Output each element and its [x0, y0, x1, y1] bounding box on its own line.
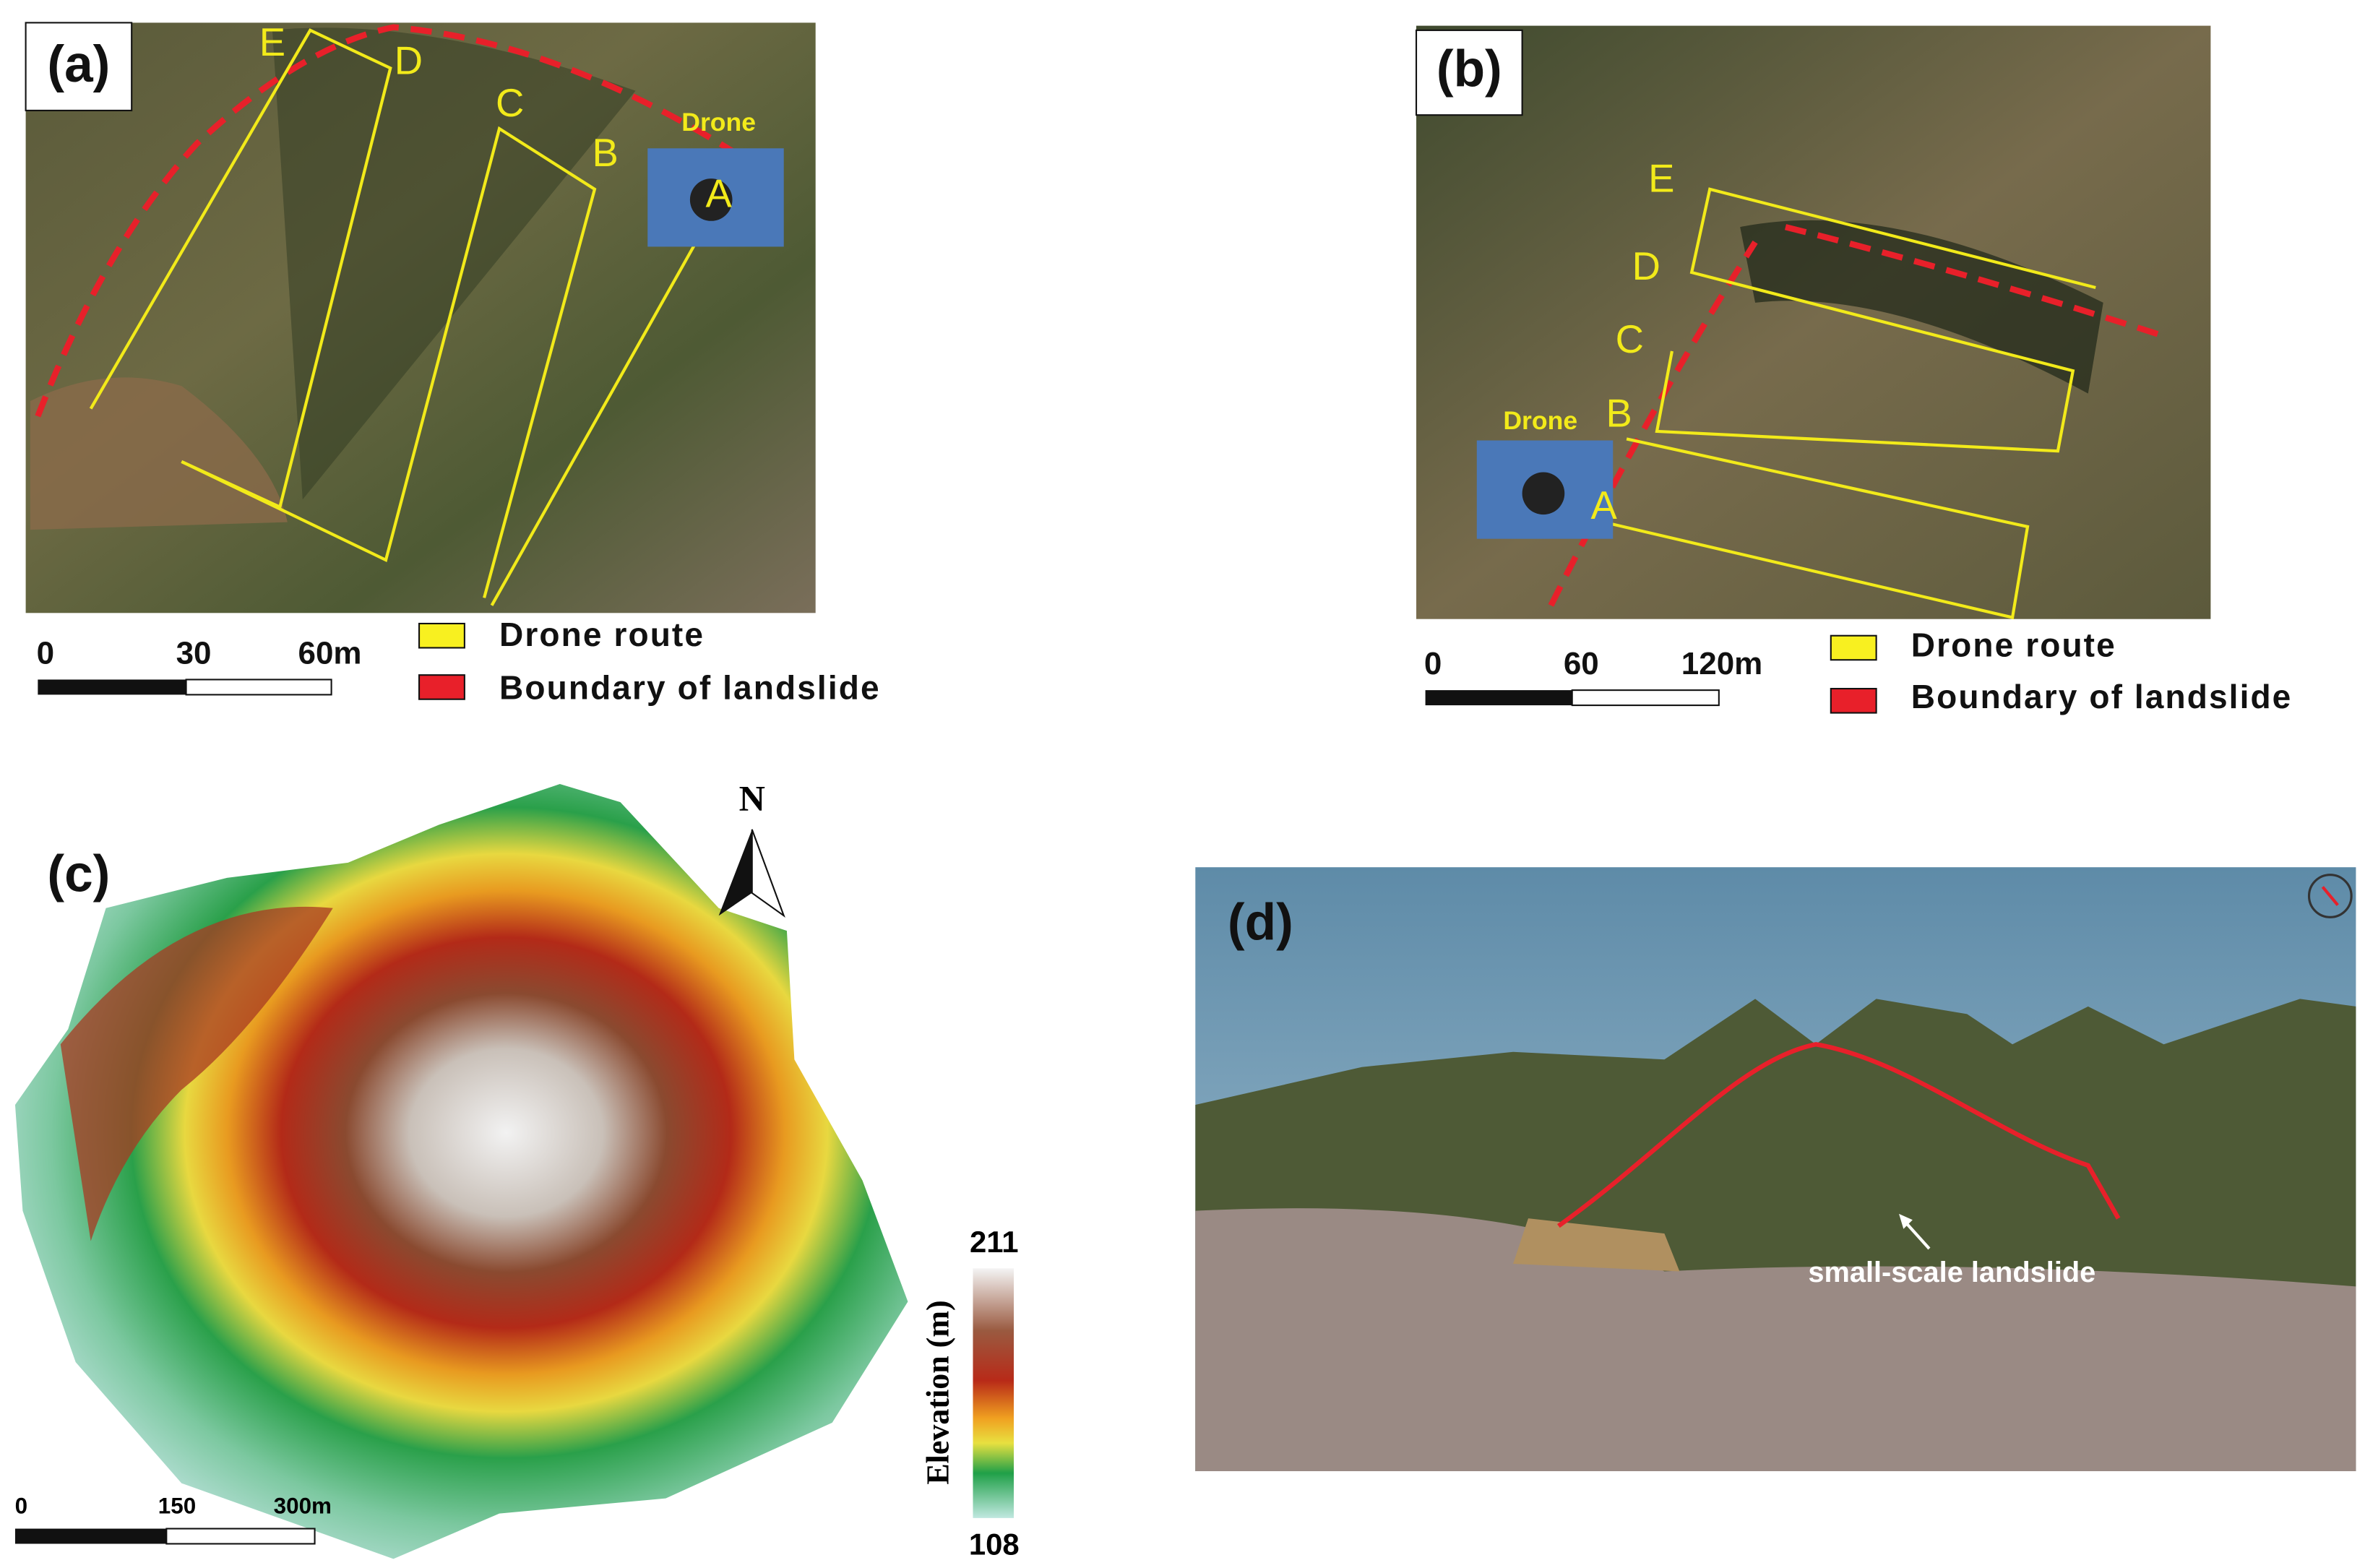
drone-route — [1603, 437, 2030, 620]
north-label: N — [739, 778, 765, 819]
drone-route — [1655, 187, 2096, 453]
colorbar-title: Elevation (m) — [921, 1300, 956, 1484]
scale-label: 150 — [158, 1494, 196, 1519]
annotation: small-scale landslide — [1808, 1257, 2095, 1288]
route-label: A — [1591, 483, 1618, 527]
town — [1195, 1208, 2356, 1471]
landslide-boundary — [35, 24, 781, 418]
scale-label: 60m — [298, 636, 362, 671]
legend-swatch — [1830, 687, 1877, 714]
panel-label: (d) — [1228, 895, 1293, 952]
drone-icon — [1522, 472, 1565, 515]
scale-label: 120m — [1681, 646, 1762, 681]
drone-icon — [689, 178, 733, 221]
scale-label: 0 — [1424, 646, 1442, 681]
landslide-boundary — [1548, 224, 2165, 607]
compass — [2321, 886, 2339, 906]
legend-swatch — [1830, 634, 1877, 661]
dem-ridge — [60, 906, 333, 1241]
annotation-arrow — [1899, 1213, 1913, 1229]
route-label: C — [496, 81, 524, 125]
north-arrow — [751, 829, 785, 918]
scale-bar — [38, 679, 186, 695]
route-label: E — [259, 20, 285, 64]
terrain — [30, 377, 288, 530]
scale-label: 30 — [176, 636, 212, 671]
route-label: D — [395, 38, 423, 82]
legend-text: Drone route — [1911, 626, 2116, 664]
scale-bar — [1425, 690, 1572, 706]
legend-swatch — [418, 674, 465, 700]
route-label: D — [1632, 244, 1660, 288]
scale-bar — [14, 1528, 167, 1544]
panel-c: (c) N 211 108 Elevation (m) 0 150 300m — [15, 778, 1020, 1561]
colorbar — [973, 1268, 1015, 1518]
scale-bar — [185, 679, 332, 696]
route-label: B — [1606, 391, 1632, 435]
label-box — [1415, 29, 1523, 116]
route-label: A — [706, 172, 733, 216]
drone-route — [181, 126, 597, 598]
scale-label: 300m — [274, 1494, 332, 1519]
colorbar-max: 211 — [970, 1225, 1019, 1259]
terrain — [1513, 1218, 1680, 1272]
panel-d: small-scale landslide (d) — [1195, 867, 2356, 1471]
legend-text: Drone route — [499, 616, 705, 653]
panel-label: (a) — [47, 36, 110, 93]
drone-label: Drone — [681, 108, 756, 137]
compass — [2307, 874, 2353, 918]
panel-label: (c) — [47, 846, 110, 903]
scale-bar — [165, 1528, 316, 1545]
legend-text: Boundary of landslide — [499, 668, 881, 706]
scale-label: 0 — [15, 1494, 27, 1519]
colorbar-min: 108 — [969, 1528, 1020, 1561]
panel-b: (b) Drone A B C D E 0 60 120m Drone rout… — [1415, 25, 2293, 715]
legend-text: Boundary of landslide — [1911, 678, 2293, 715]
scale-label: 0 — [37, 636, 54, 671]
legend-swatch — [418, 622, 465, 649]
route-label: E — [1648, 157, 1674, 201]
drone-label: Drone — [1503, 406, 1577, 435]
label-box — [25, 22, 133, 111]
scale-bar — [1571, 689, 1720, 707]
route-label: B — [592, 131, 618, 175]
panel-label: (b) — [1436, 40, 1502, 98]
terrain — [272, 27, 636, 500]
north-arrow — [718, 829, 752, 916]
drone-route — [490, 241, 698, 606]
scale-label: 60 — [1564, 646, 1599, 681]
route-label: C — [1616, 317, 1644, 361]
panel-a: (a) Drone A B C D E 0 30 60m Drone route… — [25, 20, 881, 706]
landslide-boundary — [1557, 1042, 2121, 1228]
terrain — [1740, 220, 2103, 394]
